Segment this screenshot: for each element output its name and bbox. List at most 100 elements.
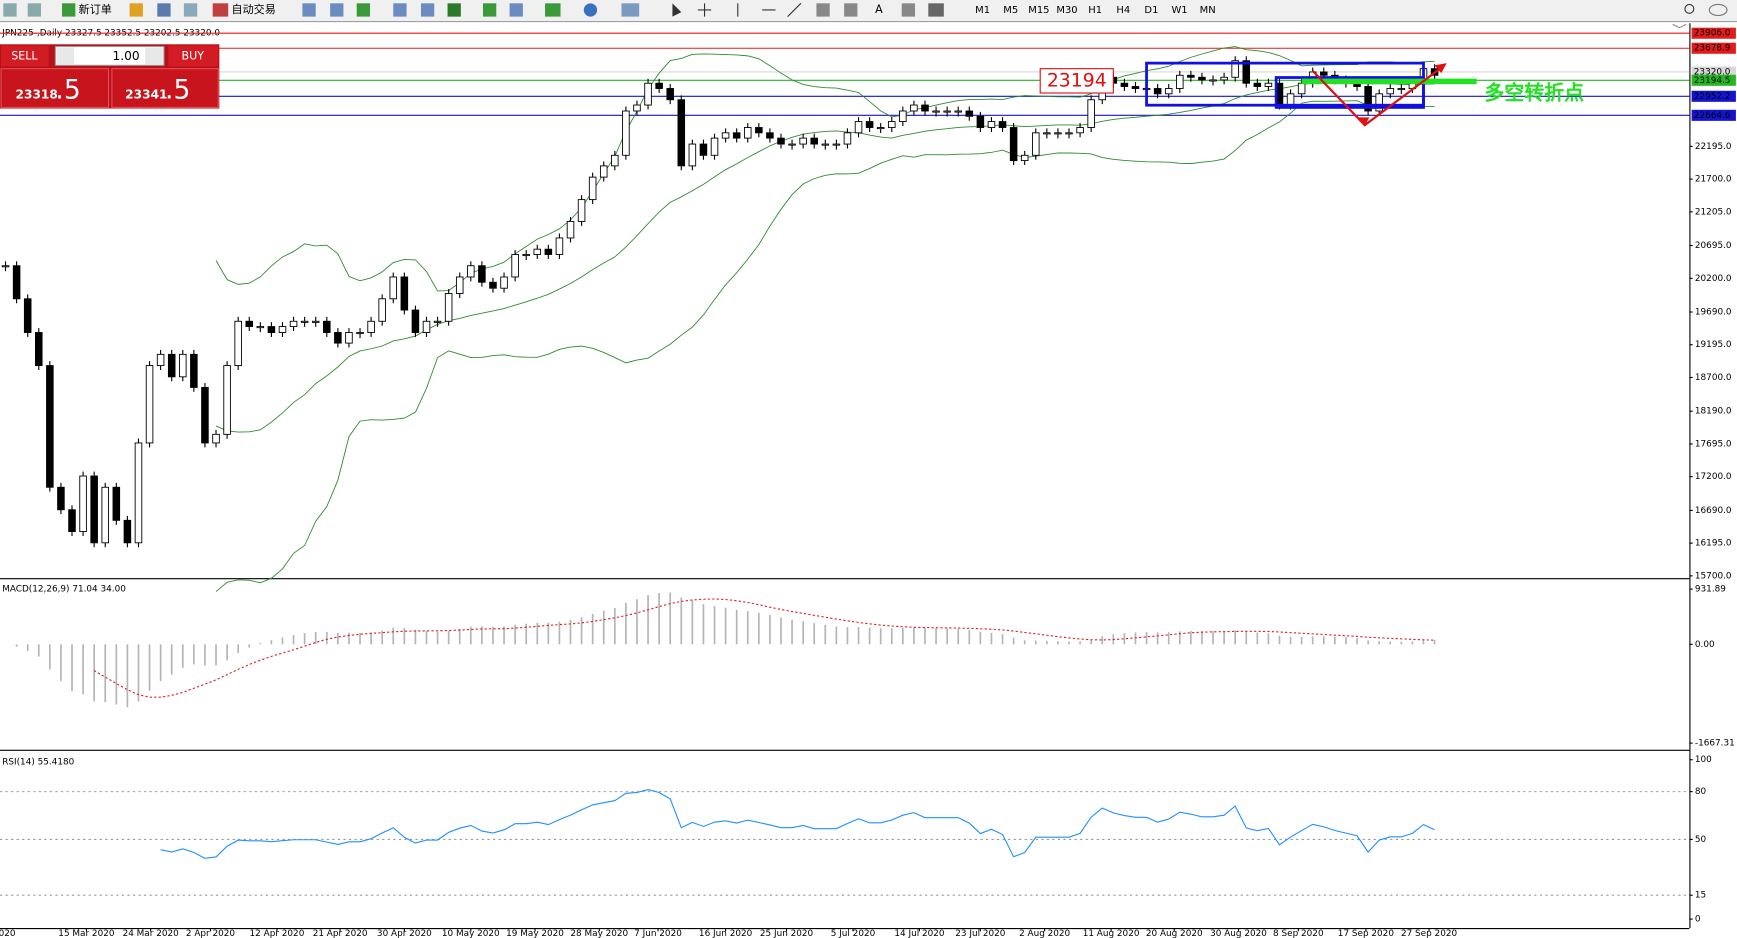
icon[interactable] (62, 3, 76, 17)
timeframe-button[interactable]: MN (1200, 5, 1216, 16)
candle-body (179, 353, 187, 378)
candle-body (810, 137, 818, 145)
timeframe-button[interactable]: M30 (1056, 5, 1077, 16)
chat-icon[interactable] (1708, 3, 1728, 17)
icon[interactable] (3, 3, 17, 17)
candle-body (167, 353, 176, 378)
rsi-label: RSI(14) 55.4180 (2, 757, 74, 767)
buy-button[interactable] (168, 45, 219, 67)
candle-body (1198, 76, 1206, 81)
timeframe-button[interactable]: M15 (1028, 5, 1049, 16)
arrow-head (1434, 63, 1447, 74)
icon[interactable] (420, 3, 435, 17)
auto-trading-button[interactable]: 自动交易 (232, 2, 276, 16)
candle-body (599, 165, 608, 178)
icon[interactable] (393, 3, 407, 17)
candle-body (278, 326, 287, 333)
level-badge (1691, 109, 1736, 121)
candle-body (533, 248, 542, 255)
y-tick-label: 21700.0 (1695, 175, 1732, 185)
candle-body (943, 110, 951, 113)
ask-price-fraction[interactable]: .5 (165, 74, 190, 105)
icon[interactable] (672, 3, 682, 17)
icon[interactable] (129, 3, 143, 17)
shift-marker (1672, 23, 1687, 29)
lots-value[interactable]: 1.00 (112, 49, 139, 63)
icon[interactable]: A (875, 3, 883, 16)
candle-body (755, 127, 763, 134)
search-icon[interactable] (1684, 3, 1695, 14)
timeframe-button[interactable]: W1 (1171, 5, 1187, 16)
bid-box[interactable] (0, 68, 110, 108)
bid-price-fraction[interactable]: .5 (55, 74, 80, 105)
candle-body (511, 254, 519, 278)
timeframe-button[interactable]: D1 (1144, 5, 1158, 16)
icon[interactable] (697, 3, 712, 17)
icon[interactable] (157, 3, 171, 17)
y-tick-label: 17200.0 (1695, 472, 1732, 482)
icon[interactable] (482, 3, 497, 17)
lots-down[interactable] (56, 47, 75, 65)
x-tick-label: Mar 2020 (0, 929, 16, 938)
y-tick-label: 0 (1695, 915, 1701, 925)
candle-body (965, 110, 974, 117)
candle-body (777, 137, 785, 145)
icon[interactable] (330, 3, 344, 17)
lots-up[interactable] (145, 47, 163, 65)
icon[interactable] (901, 3, 916, 17)
candle-body (1364, 86, 1372, 112)
ask-price[interactable]: 23341 (125, 88, 167, 102)
candle-body (699, 143, 708, 156)
icon[interactable] (302, 3, 316, 17)
icon[interactable] (27, 3, 41, 17)
candle-body (356, 332, 364, 335)
icon[interactable] (844, 3, 858, 17)
macd-label: MACD(12,26,9) 71.04 34.00 (2, 585, 126, 595)
candle-body (1297, 82, 1306, 95)
icon[interactable] (356, 3, 370, 17)
candle-body (1187, 74, 1195, 78)
icon[interactable] (447, 3, 461, 17)
icon[interactable] (545, 3, 561, 17)
candle-body (68, 509, 76, 533)
candle-body (156, 353, 165, 367)
candle-body (954, 110, 962, 113)
candle-body (577, 199, 586, 222)
candle-body (743, 127, 752, 139)
new-order-button[interactable]: 新订单 (79, 2, 112, 16)
bid-price[interactable]: 23318 (16, 88, 58, 102)
candle-body (223, 365, 231, 435)
candle-body (1264, 82, 1273, 87)
icon[interactable] (816, 3, 830, 17)
chart-background (0, 23, 1737, 938)
x-tick-label: 27 Sep 2020 (1401, 929, 1458, 938)
candle-body (1375, 93, 1383, 112)
timeframe-button[interactable]: H4 (1116, 5, 1130, 16)
icon[interactable] (183, 3, 198, 17)
x-tick-label: 10 May 2020 (442, 929, 500, 938)
lots-input[interactable] (54, 45, 165, 66)
icon[interactable] (583, 3, 598, 17)
sell-label[interactable]: SELL (11, 49, 38, 62)
candle-body (323, 320, 331, 333)
candle-body (1076, 127, 1084, 134)
timeframe-button[interactable]: M1 (975, 5, 990, 16)
icon[interactable] (212, 3, 229, 17)
buy-label[interactable]: BUY (182, 49, 205, 62)
sell-button[interactable] (1, 45, 49, 67)
timeframe-button[interactable]: H1 (1088, 5, 1102, 16)
candle-body (710, 137, 719, 156)
candle-body (411, 309, 420, 333)
candle-body (1397, 88, 1406, 91)
icon[interactable] (737, 2, 802, 18)
icon[interactable] (509, 3, 523, 17)
candle-body (921, 104, 929, 112)
timeframe-button[interactable]: M5 (1003, 5, 1018, 16)
icon[interactable] (928, 3, 944, 17)
x-tick-label: 12 Apr 2020 (250, 929, 305, 938)
x-tick-label: 17 Sep 2020 (1338, 929, 1395, 938)
icon[interactable] (621, 3, 640, 17)
ask-box[interactable] (111, 68, 219, 108)
candle-body (23, 298, 32, 333)
